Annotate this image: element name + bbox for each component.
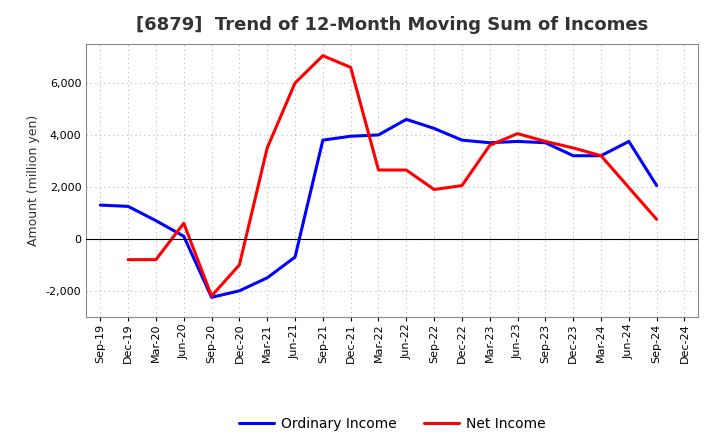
Ordinary Income (235, 288, 243, 293)
Line: Net Income: Net Income (128, 56, 657, 296)
Ordinary Income (179, 234, 188, 239)
Net Income (513, 131, 522, 136)
Ordinary Income (569, 153, 577, 158)
Net Income (207, 293, 216, 299)
Ordinary Income (652, 183, 661, 188)
Ordinary Income (346, 134, 355, 139)
Net Income (152, 257, 161, 262)
Net Income (179, 220, 188, 226)
Net Income (263, 145, 271, 150)
Ordinary Income (485, 140, 494, 145)
Net Income (124, 257, 132, 262)
Net Income (402, 167, 410, 172)
Ordinary Income (124, 204, 132, 209)
Net Income (235, 262, 243, 268)
Ordinary Income (430, 126, 438, 131)
Legend: Ordinary Income, Net Income: Ordinary Income, Net Income (233, 411, 552, 436)
Net Income (346, 65, 355, 70)
Ordinary Income (152, 218, 161, 224)
Net Income (458, 183, 467, 188)
Net Income (569, 145, 577, 150)
Net Income (652, 217, 661, 222)
Title: [6879]  Trend of 12-Month Moving Sum of Incomes: [6879] Trend of 12-Month Moving Sum of I… (136, 16, 649, 34)
Line: Ordinary Income: Ordinary Income (100, 119, 657, 297)
Net Income (291, 81, 300, 86)
Net Income (318, 53, 327, 59)
Net Income (430, 187, 438, 192)
Net Income (597, 153, 606, 158)
Net Income (541, 139, 550, 144)
Y-axis label: Amount (million yen): Amount (million yen) (27, 115, 40, 246)
Net Income (374, 167, 383, 172)
Ordinary Income (263, 275, 271, 280)
Ordinary Income (513, 139, 522, 144)
Ordinary Income (207, 295, 216, 300)
Ordinary Income (597, 153, 606, 158)
Ordinary Income (291, 254, 300, 260)
Ordinary Income (318, 137, 327, 143)
Ordinary Income (458, 137, 467, 143)
Ordinary Income (624, 139, 633, 144)
Ordinary Income (402, 117, 410, 122)
Ordinary Income (541, 140, 550, 145)
Net Income (485, 143, 494, 148)
Ordinary Income (96, 202, 104, 208)
Ordinary Income (374, 132, 383, 138)
